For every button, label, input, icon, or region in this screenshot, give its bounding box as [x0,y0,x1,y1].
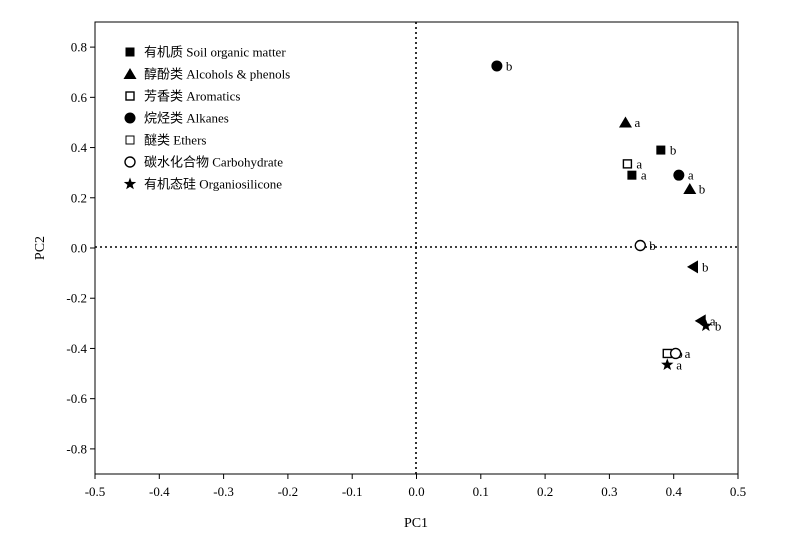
y-tick-label: -0.8 [66,441,87,456]
x-tick-label: -0.1 [342,484,363,499]
data-point [656,145,666,155]
x-tick-label: 0.1 [473,484,489,499]
legend-marker [123,68,137,79]
legend-entry-label: 烷烃类 Alkanes [144,111,229,126]
x-tick-label: 0.4 [666,484,683,499]
data-point [491,60,503,72]
x-tick-label: -0.3 [213,484,234,499]
y-tick-label: 0.6 [71,90,88,105]
data-points: baababbabababa [491,58,721,372]
legend-marker [125,91,135,101]
point-label: a [676,357,682,372]
data-point [634,239,646,252]
x-tick-label: -0.5 [85,484,106,499]
data-point [627,170,637,180]
data-point [686,260,698,274]
point-label: a [641,168,647,183]
x-tick-label: -0.4 [149,484,170,499]
data-point [669,347,682,360]
legend-marker [123,177,137,190]
point-label: a [685,346,691,361]
x-tick-label: -0.2 [278,484,299,499]
legend-marker [124,112,136,124]
point-label: a [710,313,716,328]
data-point [622,159,633,169]
y-tick-label: -0.4 [66,341,87,356]
y-tick-label: 0.8 [71,40,87,55]
y-tick-label: -0.2 [66,291,87,306]
x-tick-label: 0.3 [601,484,617,499]
x-axis-ticks: -0.5 -0.4 -0.3 -0.2 -0.1 0.0 0.1 0.2 0.3 0.4 0.5 [85,474,746,499]
y-tick-label: -0.6 [66,391,87,406]
data-point [661,358,674,371]
legend-entry-label: 芳香类 Aromatics [144,89,240,104]
legend-entry-label: 醇酚类 Alcohols & phenols [144,67,290,82]
point-label: b [670,143,677,158]
legend-entry-label: 醚类 Ethers [144,133,206,148]
point-label: a [636,156,642,171]
x-axis-label: PC1 [404,516,428,531]
y-tick-label: 0.2 [71,190,87,205]
point-label: b [506,58,513,73]
y-tick-label: 0.0 [71,241,87,256]
legend-entry-label: 有机质 Soil organic matter [144,45,286,60]
point-label: a [634,115,640,130]
x-tick-label: 0.2 [537,484,553,499]
point-label: b [699,181,706,196]
legend: 有机质 Soil organic matter 醇酚类 Alcohols & ph… [123,45,290,192]
legend-marker [124,156,136,168]
data-point [673,169,685,181]
data-point [699,319,713,332]
y-axis-label: PC2 [33,236,48,260]
y-tick-label: 0.4 [71,140,88,155]
x-tick-label: 0.5 [730,484,746,499]
data-point [683,182,697,194]
legend-marker [125,47,135,57]
x-tick-label: 0.0 [408,484,424,499]
data-point [618,116,632,128]
legend-entry-label: 碳水化合物 Carbohydrate [144,155,283,170]
legend-entry-label: 有机态硅 Organiosilicone [144,177,282,192]
y-axis-ticks: 0.8 0.6 0.4 0.2 0.0 -0.2 -0.4 -0.6 -0.8 [66,40,95,456]
point-label: a [688,168,694,183]
legend-marker [125,135,135,145]
point-label: b [715,318,722,333]
point-label: b [649,238,656,253]
point-label: b [702,259,709,274]
